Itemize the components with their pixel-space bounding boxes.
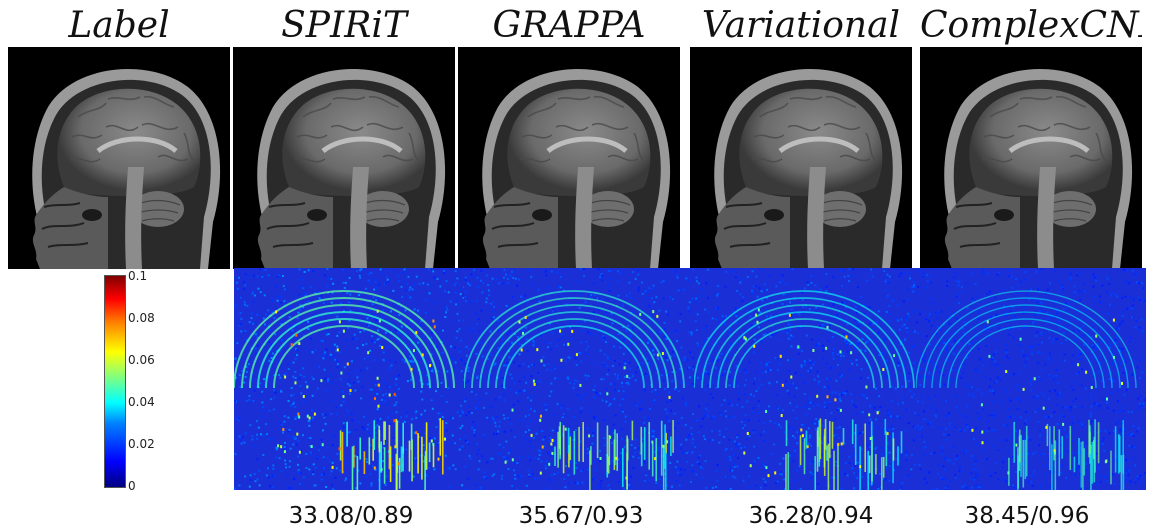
column-title-label: Label — [68, 5, 170, 46]
mri-image-grappa — [458, 47, 680, 269]
error-map-variational — [694, 268, 924, 490]
mri-image-variational — [690, 47, 912, 269]
colorbar-tick: 0.08 — [128, 311, 155, 325]
error-colorbar — [104, 275, 126, 488]
colorbar-tick: 0.04 — [128, 395, 155, 409]
column-title-variational: Variational — [701, 5, 901, 46]
colorbar-tick: 0.02 — [128, 437, 155, 451]
metric-grappa: 35.67/0.93 — [518, 503, 644, 529]
colorbar-tick: 0.06 — [128, 353, 155, 367]
colorbar-tick: 0 — [128, 479, 136, 493]
metric-spirit: 33.08/0.89 — [288, 503, 414, 529]
mri-image-spirit — [233, 47, 455, 269]
column-title-spirit: SPIRiT — [281, 5, 407, 46]
mri-image-complexcnn — [920, 47, 1142, 269]
column-title-complexcnn: ComplexCNN — [920, 5, 1142, 46]
mri-image-label — [8, 47, 230, 269]
error-map-spirit — [234, 268, 464, 490]
metric-variational: 36.28/0.94 — [748, 503, 874, 529]
column-title-grappa: GRAPPA — [492, 5, 646, 46]
error-map-complexcnn — [916, 268, 1146, 490]
metric-complexcnn: 38.45/0.96 — [964, 503, 1090, 529]
colorbar-tick: 0.1 — [128, 269, 148, 283]
error-map-grappa — [464, 268, 694, 490]
